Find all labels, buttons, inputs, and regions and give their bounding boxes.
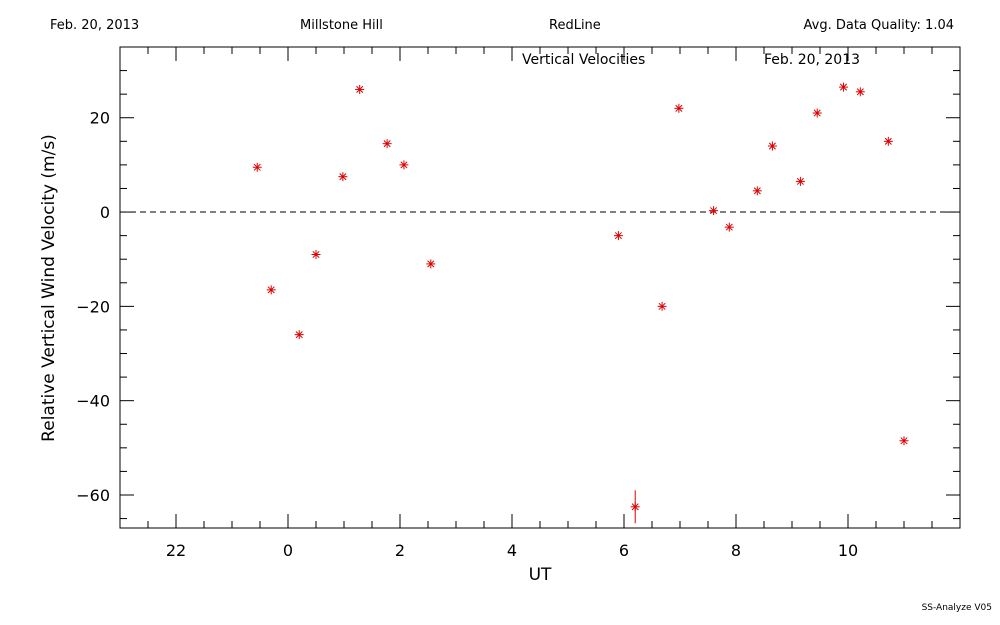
data-point [709,206,719,216]
x-tick-label: 6 [619,541,629,560]
data-point [613,231,623,241]
data-point [855,87,865,97]
y-tick-label: −20 [76,297,110,316]
data-point [883,136,893,146]
x-axis-label: UT [529,565,552,585]
header-instrument: RedLine [549,18,601,33]
y-tick-label: −40 [76,392,110,411]
y-tick-label: −60 [76,486,110,505]
data-point [724,222,734,232]
y-tick-label: 0 [100,203,110,222]
data-points [252,82,909,524]
axis-ticks [119,46,961,528]
data-point [812,108,822,118]
header-site: Millstone Hill [300,18,383,33]
x-tick-label: 2 [395,541,405,560]
data-point [795,176,805,186]
data-point [338,172,348,182]
data-point [630,490,640,524]
x-tick-label: 22 [166,541,186,560]
data-point [399,160,409,170]
x-tick-label: 8 [731,541,741,560]
plot-frame [119,46,961,529]
axis-tick-labels: 22 0 2 4 6 8 10 −60 −40 −20 0 20 [76,109,858,560]
chart-title: Vertical Velocities [522,52,645,68]
data-point [426,259,436,269]
chart-subtitle: Feb. 20, 2013 [764,52,860,68]
data-point [839,82,849,92]
header-quality: Avg. Data Quality: 1.04 [803,18,954,33]
y-axis-label: Relative Vertical Wind Velocity (m/s) [39,134,59,442]
data-point [899,436,909,446]
x-tick-label: 10 [838,541,858,560]
data-point [294,330,304,340]
data-point [752,186,762,196]
data-point [252,162,262,172]
x-tick-label: 4 [507,541,517,560]
header-date: Feb. 20, 2013 [50,18,140,33]
data-point [355,84,365,94]
x-tick-label: 0 [283,541,293,560]
data-point [382,139,392,149]
data-point [674,103,684,113]
y-tick-label: 20 [90,109,110,128]
footer-version: SS-Analyze V05 [921,603,992,613]
data-point [767,141,777,151]
data-point [311,249,321,259]
data-point [657,301,667,311]
data-point [266,285,276,295]
